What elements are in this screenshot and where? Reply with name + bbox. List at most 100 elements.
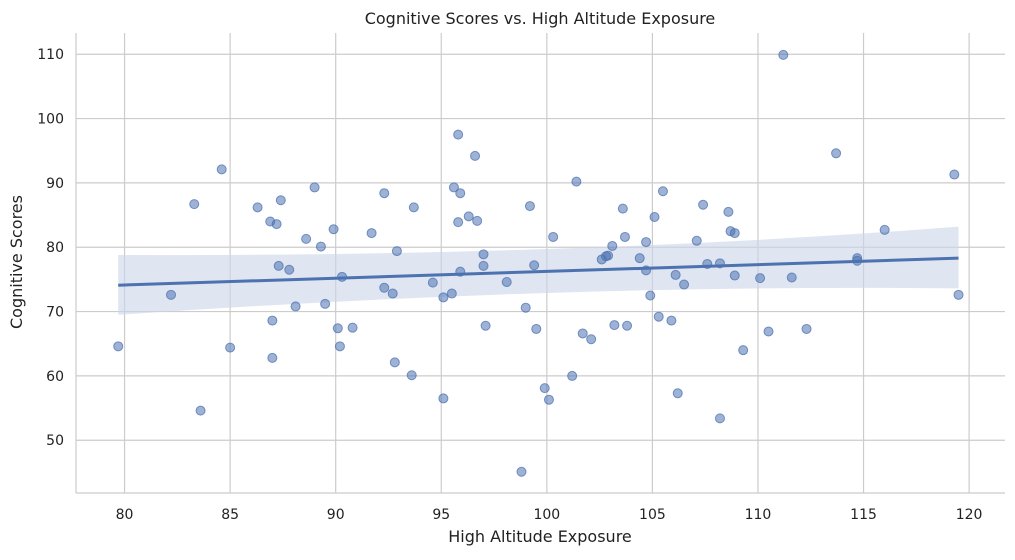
data-point	[778, 49, 789, 60]
data-point	[801, 323, 812, 334]
data-point	[315, 241, 326, 252]
data-point	[366, 228, 377, 239]
y-tick-label: 50	[46, 433, 64, 449]
data-point	[438, 292, 449, 303]
data-point	[379, 188, 390, 199]
y-tick-label: 100	[37, 112, 64, 128]
data-point	[501, 276, 512, 287]
data-point	[389, 357, 400, 368]
data-point	[225, 342, 236, 353]
data-point	[446, 288, 457, 299]
data-point	[408, 202, 419, 213]
data-point	[189, 199, 200, 210]
y-tick-label: 70	[46, 305, 64, 321]
x-axis-ticks: 80 85 90 95 100 105 110 115 120	[116, 507, 983, 523]
data-point	[738, 345, 749, 356]
x-tick-label: 110	[745, 507, 772, 523]
data-point	[539, 383, 550, 394]
data-point	[273, 260, 284, 271]
data-point	[653, 311, 664, 322]
data-point	[670, 269, 681, 280]
data-point	[195, 405, 206, 416]
regression-line	[118, 256, 959, 287]
data-point	[879, 224, 890, 235]
data-point	[453, 217, 464, 228]
data-point	[347, 322, 358, 333]
data-point	[723, 206, 734, 217]
data-point	[577, 328, 588, 339]
data-point	[472, 215, 483, 226]
data-point	[524, 201, 535, 212]
data-point	[438, 393, 449, 404]
data-point	[755, 273, 766, 284]
x-tick-label: 105	[639, 507, 666, 523]
data-point	[617, 203, 628, 214]
x-tick-label: 100	[533, 507, 560, 523]
chart-title: Cognitive Scores vs. High Altitude Expos…	[365, 9, 716, 28]
data-point	[455, 188, 466, 199]
data-point	[641, 237, 652, 248]
regression-line-group	[118, 256, 959, 287]
data-point	[679, 279, 690, 290]
data-point	[320, 298, 331, 309]
data-point	[334, 341, 345, 352]
data-point	[786, 272, 797, 283]
data-point	[301, 233, 312, 244]
data-point	[607, 240, 618, 251]
data-point	[332, 323, 343, 334]
data-point	[453, 129, 464, 140]
data-point	[531, 323, 542, 334]
data-point	[290, 301, 301, 312]
data-point	[698, 199, 709, 210]
data-point	[328, 224, 339, 235]
data-point	[691, 235, 702, 246]
y-tick-label: 60	[46, 369, 64, 385]
data-point	[478, 249, 489, 260]
data-point	[714, 413, 725, 424]
data-point	[516, 466, 527, 477]
data-point	[463, 211, 474, 222]
data-point	[571, 176, 582, 187]
data-point	[275, 195, 286, 206]
data-point	[252, 202, 263, 213]
data-point	[657, 186, 668, 197]
data-point	[645, 290, 656, 301]
y-axis-label: Cognitive Scores	[7, 195, 26, 329]
data-point	[649, 212, 660, 222]
data-point	[529, 260, 540, 271]
data-point	[666, 315, 677, 326]
x-tick-label: 115	[850, 507, 877, 523]
data-point	[166, 289, 177, 300]
data-point	[387, 288, 398, 299]
axes-frame	[75, 33, 1005, 494]
data-point	[520, 302, 531, 313]
data-point	[216, 164, 227, 175]
x-tick-label: 120	[956, 507, 983, 523]
x-tick-label: 95	[432, 507, 450, 523]
data-point	[391, 246, 402, 257]
data-point	[622, 320, 633, 331]
data-point	[619, 231, 630, 242]
data-point	[672, 388, 683, 399]
x-tick-label: 80	[116, 507, 134, 523]
data-point	[379, 282, 390, 293]
data-point	[480, 320, 491, 331]
y-tick-label: 110	[37, 47, 64, 63]
data-point	[634, 253, 645, 264]
data-point	[448, 182, 459, 193]
data-point	[271, 219, 282, 230]
data-point	[949, 169, 960, 180]
data-point	[586, 334, 597, 345]
data-point	[543, 394, 554, 405]
data-point	[267, 315, 278, 326]
data-point	[478, 260, 489, 271]
x-tick-label: 85	[221, 507, 239, 523]
y-tick-label: 80	[46, 240, 64, 256]
y-axis-ticks: 50 60 70 80 90 100 110	[37, 47, 64, 449]
data-point	[284, 264, 295, 275]
data-point	[267, 352, 278, 363]
data-point	[953, 289, 964, 300]
data-point	[309, 182, 320, 193]
